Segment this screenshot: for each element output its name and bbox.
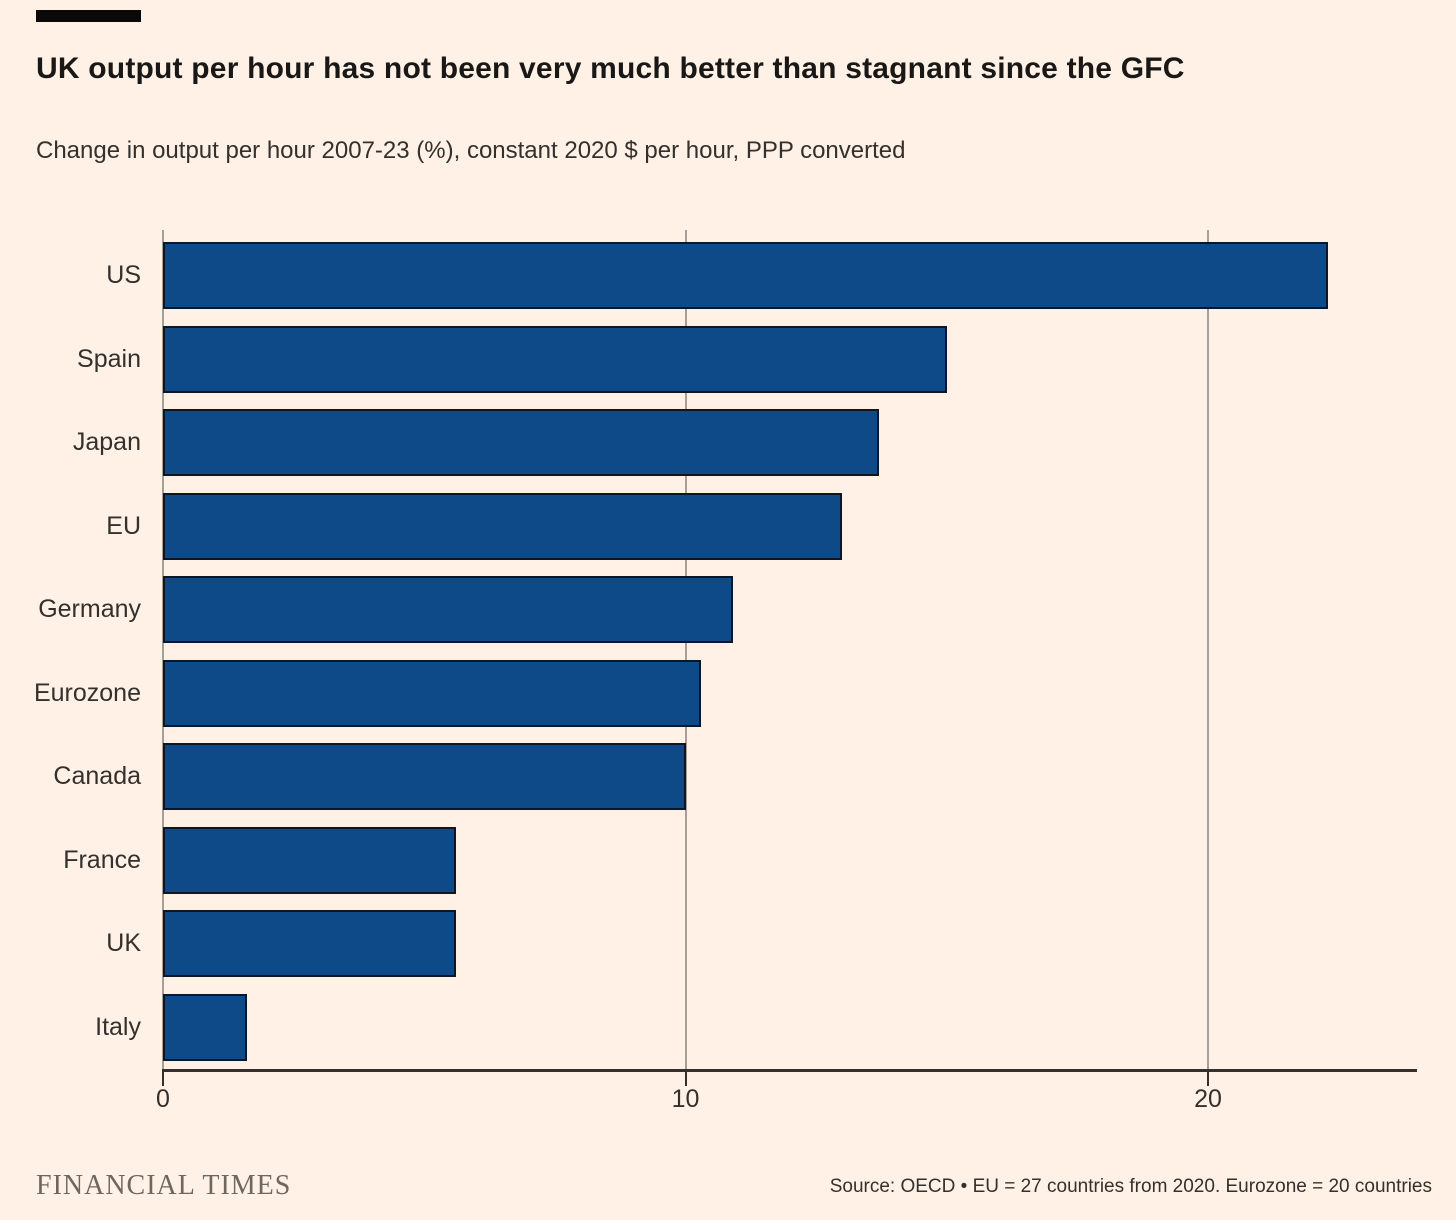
category-label-uk: UK bbox=[106, 929, 141, 957]
x-axis-tick-0 bbox=[162, 1069, 164, 1086]
gridline-x-0 bbox=[162, 230, 164, 1069]
bar-eu bbox=[163, 492, 843, 560]
category-label-eurozone: Eurozone bbox=[33, 678, 141, 707]
x-axis-tick-label-10: 10 bbox=[671, 1085, 700, 1113]
category-label-canada: Canada bbox=[53, 762, 141, 790]
category-label-germany: Germany bbox=[38, 595, 141, 623]
x-axis-tick-20 bbox=[1207, 1069, 1209, 1086]
bar-germany bbox=[163, 576, 733, 643]
source-note: Source: OECD • EU = 27 countries from 20… bbox=[829, 1176, 1432, 1197]
bar-us bbox=[163, 242, 1329, 309]
x-axis-tick-label-0: 0 bbox=[156, 1085, 170, 1113]
category-label-italy: Italy bbox=[95, 1012, 141, 1041]
bar-uk bbox=[163, 910, 456, 977]
bar-spain bbox=[163, 325, 947, 393]
x-axis-tick-label-20: 20 bbox=[1194, 1085, 1222, 1113]
bar-japan bbox=[163, 409, 879, 476]
gridline-x-10 bbox=[684, 230, 687, 1069]
financial-times-logo: FINANCIAL TIMES bbox=[36, 1170, 292, 1201]
chart-title: UK output per hour has not been very muc… bbox=[36, 52, 1185, 85]
category-label-france: France bbox=[63, 845, 141, 874]
x-axis-tick-10 bbox=[684, 1069, 687, 1086]
bar-italy bbox=[163, 993, 247, 1061]
category-label-spain: Spain bbox=[77, 344, 141, 373]
bar-eurozone bbox=[163, 659, 702, 727]
category-label-eu: EU bbox=[106, 511, 141, 540]
gridline-x-20 bbox=[1207, 230, 1209, 1069]
header-accent-rule bbox=[36, 10, 141, 22]
category-label-us: US bbox=[106, 261, 141, 289]
bar-canada bbox=[163, 743, 686, 810]
category-label-japan: Japan bbox=[72, 428, 141, 456]
x-axis-line bbox=[163, 1069, 1417, 1072]
bar-france bbox=[163, 826, 456, 894]
chart-subtitle: Change in output per hour 2007-23 (%), c… bbox=[36, 137, 906, 164]
